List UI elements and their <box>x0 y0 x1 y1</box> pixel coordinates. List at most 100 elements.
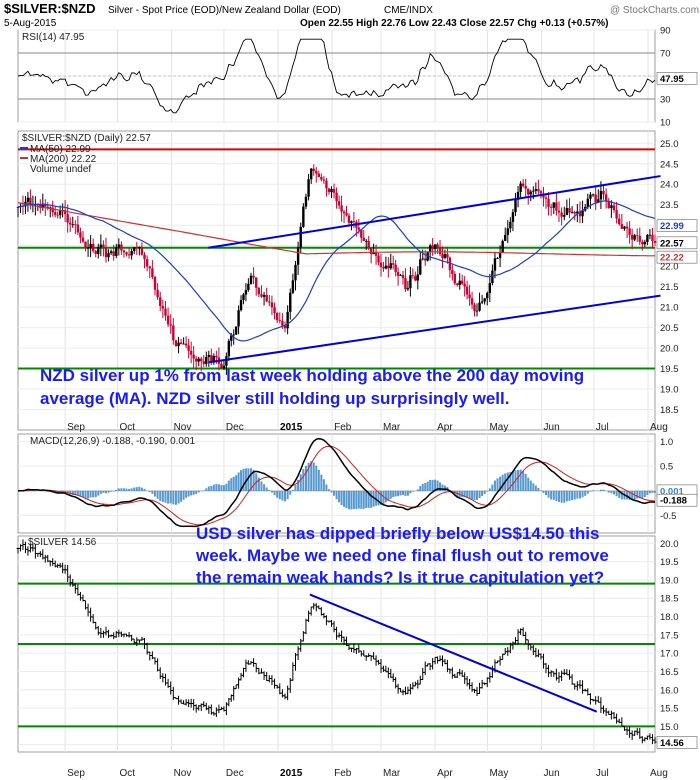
macd-histogram-bar <box>74 490 77 495</box>
usd-close-value-tag-label: 14.56 <box>660 738 684 749</box>
macd-histogram-bar <box>394 490 397 497</box>
macd-histogram-bar <box>638 490 641 499</box>
nzd-candle-body <box>365 240 368 242</box>
nzd-ma50-value-tag-box <box>656 219 698 232</box>
macd-histogram-bar <box>431 479 434 491</box>
usd-y-tick-label: 20.0 <box>660 539 679 550</box>
nzd-candle-body <box>638 235 641 242</box>
silver-title: $SILVER 14.56 <box>28 537 97 548</box>
macd-histogram-bar <box>409 490 412 494</box>
macd-histogram-bar <box>330 490 333 493</box>
macd-histogram-bar <box>461 490 464 498</box>
nzd-candle-body <box>411 275 415 277</box>
nzd-candle-body <box>392 263 395 265</box>
nzd-candle-body <box>547 198 550 207</box>
nzd-candle-body <box>71 224 74 226</box>
macd-histogram-bar <box>159 490 162 501</box>
nzd-y-tick-label: 24.0 <box>660 180 679 191</box>
macd-histogram-bar <box>436 480 439 491</box>
nzd-candle-body <box>247 283 250 291</box>
nzd-candle-body <box>342 211 346 214</box>
nzd-candle-body <box>653 241 657 243</box>
macd-histogram-bar <box>537 487 540 491</box>
chart-exchange: CME/INDX <box>384 5 433 16</box>
usd-x-tick-label: Nov <box>174 768 192 779</box>
nzd-candle-body <box>646 234 649 242</box>
macd-histogram-bar <box>151 490 154 494</box>
rsi-value-tag-label: 47.95 <box>660 74 684 85</box>
nzd-candle-body <box>491 270 494 284</box>
nzd-candle-body <box>630 234 634 240</box>
nzd-candle-body <box>127 254 131 256</box>
macd-histogram-bar <box>646 490 649 495</box>
nzd-candle-body <box>273 307 276 313</box>
macd-histogram-bar <box>227 480 230 491</box>
nzd-candle-body <box>581 210 584 217</box>
nzd-close-value-tag-box <box>656 236 698 250</box>
macd-histogram-bar <box>230 478 233 491</box>
macd-histogram-bar <box>636 490 639 499</box>
nzd-candle-body <box>509 221 512 229</box>
nzd-candle-body <box>239 300 243 311</box>
nzd-candle-body <box>307 179 310 197</box>
macd-histogram-bar <box>338 490 341 503</box>
macd-histogram-bar <box>76 490 79 496</box>
macd-value-tag-box <box>656 493 698 507</box>
rsi-y-tick-label: 30 <box>660 95 671 106</box>
usd-y-tick-label: 19.5 <box>660 557 679 568</box>
macd-histogram-bar <box>133 487 136 491</box>
nzd-x-tick-label: Sep <box>67 422 85 433</box>
nzd-candle-body <box>416 274 419 281</box>
nzd-candle-body <box>570 211 574 213</box>
macd-histogram-bar <box>156 490 159 499</box>
nzd-candle-body <box>117 244 121 248</box>
macd-histogram-bar <box>205 488 208 491</box>
panel-frame-nzd <box>17 130 656 431</box>
nzd-candle-body <box>39 203 42 208</box>
macd-histogram-bar <box>299 474 302 491</box>
nzd-candle-body <box>377 255 380 263</box>
nzd-x-tick-label: 2015 <box>280 422 303 433</box>
nzd-candle-body <box>76 224 80 233</box>
macd-histogram-bar <box>333 490 336 496</box>
macd-histogram-bar <box>610 490 613 494</box>
nzd-candle-body <box>478 302 481 311</box>
nzd-candle-body <box>480 301 484 303</box>
nzd-candle-body <box>610 205 613 209</box>
nzd-candle-body <box>294 264 297 281</box>
nzd-candle-body <box>184 343 188 346</box>
nzd-candle-body <box>488 283 492 293</box>
nzd-candle-body <box>483 298 486 302</box>
macd-histogram-bar <box>143 488 146 491</box>
nzd-candle-body <box>532 190 535 192</box>
nzd-candle-body <box>91 243 95 252</box>
nzd-candle-body <box>200 358 203 362</box>
macd-histogram-bar <box>343 490 346 507</box>
nzd-candle-body <box>133 247 136 252</box>
macd-histogram-bar <box>34 490 37 491</box>
stockcharts-watermark: @ StockCharts.com <box>610 5 699 16</box>
usd-x-tick-label: Feb <box>334 768 352 779</box>
nzd-candle-body <box>362 237 365 241</box>
series-layer <box>16 38 661 745</box>
nzd-candle-body <box>192 354 195 359</box>
nzd-y-tick-label: 22.0 <box>660 262 679 273</box>
usd-annotation-line1: USD silver has dipped briefly below US$1… <box>196 524 599 543</box>
nzd-candle-body <box>309 168 313 180</box>
macd-histogram-bar <box>352 490 355 509</box>
macd-histogram-bar <box>322 479 325 491</box>
nzd-candle-body <box>286 311 289 329</box>
nzd-candle-body <box>317 173 321 177</box>
macd-histogram-bar <box>372 490 375 507</box>
nzd-candle-body <box>519 183 522 192</box>
nzd-candle-body <box>544 197 548 199</box>
nzd-candle-body <box>172 325 175 341</box>
nzd-candle-body <box>618 218 621 225</box>
macd-histogram-bar <box>312 462 315 491</box>
nzd-candle-body <box>599 190 603 200</box>
nzd-candle-body <box>384 265 388 269</box>
macd-histogram-bar <box>586 490 589 494</box>
nzd-candle-body <box>210 355 213 362</box>
nzd-candle-body <box>237 310 240 327</box>
